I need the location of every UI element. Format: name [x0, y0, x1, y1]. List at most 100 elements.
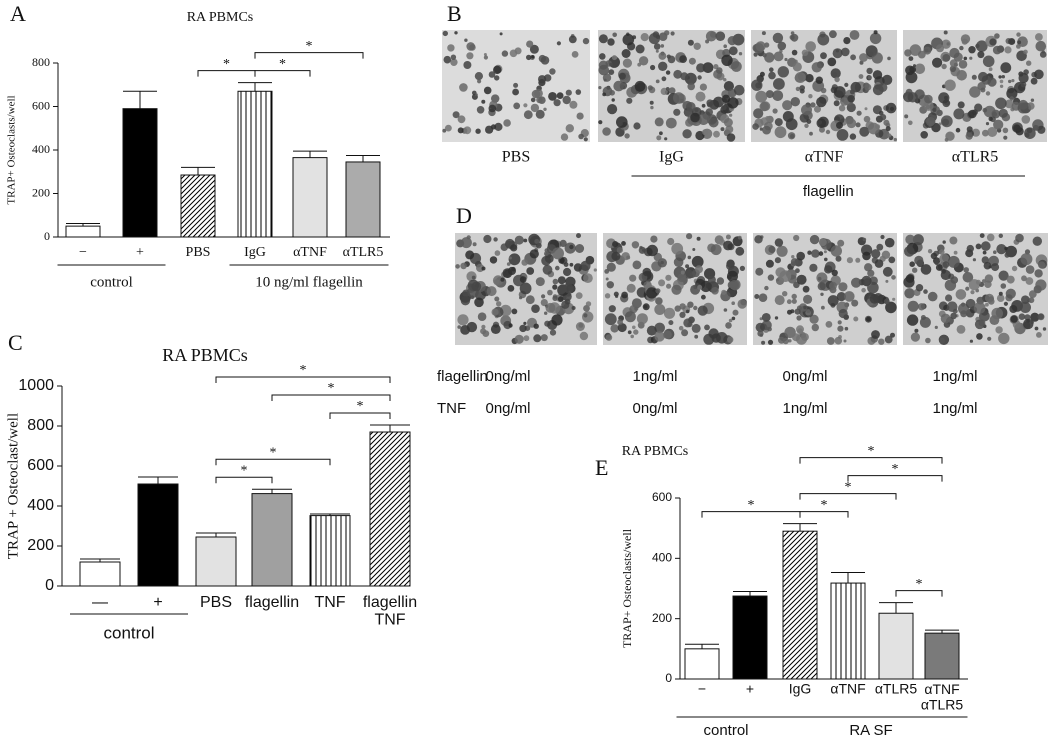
cell: [540, 299, 548, 307]
cell: [1028, 290, 1037, 298]
cell: [914, 255, 924, 265]
cell: [670, 31, 675, 36]
cell: [604, 293, 611, 299]
bar: [782, 530, 818, 680]
cell: [975, 43, 980, 49]
cell: [794, 308, 801, 315]
cell: [658, 61, 668, 71]
cell: [920, 264, 932, 275]
cell: [618, 72, 626, 80]
cell: [796, 251, 805, 261]
cell: [817, 33, 830, 46]
cell: [759, 71, 765, 77]
cell: [1008, 79, 1012, 84]
cell: [452, 111, 460, 119]
cell: [494, 296, 500, 302]
significance-label: *: [845, 480, 852, 495]
cell: [442, 30, 448, 37]
cell: [925, 337, 931, 344]
cell: [534, 89, 543, 98]
cell: [935, 264, 943, 271]
cell: [489, 256, 498, 264]
cell: [646, 325, 657, 336]
cell: [920, 131, 928, 139]
cell: [785, 118, 798, 131]
cell: [457, 115, 466, 124]
cell: [687, 82, 695, 91]
cell: [984, 293, 994, 303]
y-tick-label: 600: [32, 98, 50, 112]
cell: [885, 126, 891, 132]
cell: [890, 332, 895, 338]
cell: [513, 102, 521, 110]
cell: [1018, 313, 1026, 321]
cell: [1018, 99, 1029, 110]
row-value: 1ng/ml: [632, 368, 677, 385]
cell: [976, 333, 983, 340]
significance-label: *: [279, 57, 286, 72]
cell: [664, 30, 670, 36]
cell: [983, 261, 992, 270]
cell: [769, 67, 774, 72]
cell: [827, 295, 839, 307]
cell: [774, 257, 782, 264]
cell: [632, 325, 636, 330]
cell: [506, 262, 511, 266]
x-tick-label: αTNF: [293, 245, 327, 260]
cell: [808, 94, 813, 99]
cell: [907, 300, 919, 312]
cell: [490, 324, 501, 334]
cell: [796, 274, 807, 285]
cell: [721, 54, 733, 66]
cell: [841, 47, 850, 57]
cell: [849, 133, 857, 140]
y-tick-label: 200: [652, 611, 672, 625]
cell: [480, 328, 487, 335]
cell: [1036, 332, 1042, 338]
cell: [624, 133, 630, 139]
cell: [697, 113, 710, 125]
cell: [521, 259, 528, 266]
cell: [999, 79, 1004, 84]
cell: [466, 235, 471, 240]
bar: [830, 582, 866, 680]
panel-letter: B: [447, 1, 462, 26]
cell: [635, 44, 645, 54]
cell: [862, 251, 871, 261]
cell: [777, 66, 789, 78]
cell: [802, 285, 810, 293]
cell: [820, 87, 827, 94]
cell: [970, 290, 975, 295]
cell: [782, 337, 789, 345]
cell: [481, 99, 486, 104]
cell: [680, 270, 685, 275]
cell: [982, 107, 988, 113]
cell: [602, 127, 611, 136]
cell: [632, 35, 637, 40]
cell: [855, 122, 861, 128]
cell: [963, 267, 969, 273]
cell: [640, 33, 649, 42]
cell: [833, 86, 846, 98]
cell: [1023, 49, 1028, 55]
cell: [460, 262, 467, 270]
cell: [632, 260, 642, 270]
cell: [784, 57, 788, 62]
panel-letter: D: [456, 203, 472, 228]
cell: [762, 53, 767, 58]
cell: [927, 249, 933, 254]
cell: [867, 269, 875, 277]
cell: [671, 284, 682, 295]
cell: [904, 246, 915, 257]
row-label: TNF: [437, 400, 466, 417]
cell: [687, 301, 694, 308]
cell: [708, 328, 719, 339]
cell: [666, 283, 672, 289]
cell: [982, 279, 986, 283]
cell: [773, 78, 785, 90]
cell: [535, 109, 545, 119]
cell: [755, 90, 768, 103]
cell: [804, 123, 809, 128]
cell: [834, 336, 843, 345]
cell: [607, 104, 618, 115]
